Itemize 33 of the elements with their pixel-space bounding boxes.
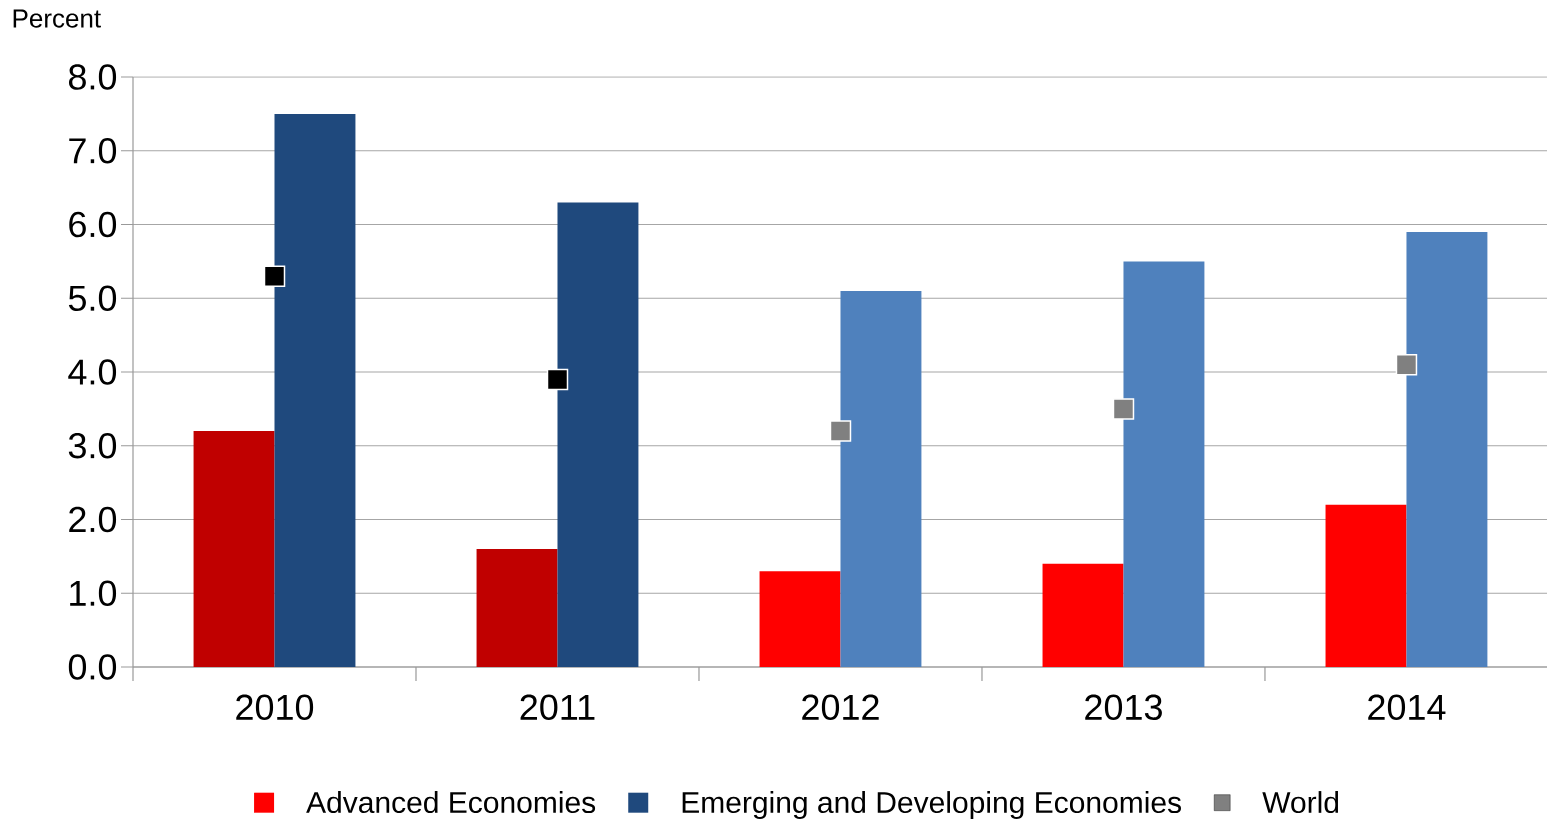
y-tick-label: 2.0 bbox=[69, 506, 117, 533]
y-tick-label: 1.0 bbox=[70, 580, 117, 606]
y-tick-label: 6.0 bbox=[69, 211, 117, 238]
bar bbox=[1042, 563, 1124, 667]
bar bbox=[274, 113, 356, 667]
bar bbox=[476, 549, 558, 667]
x-tick-label: 2010 bbox=[236, 694, 314, 721]
y-axis-title: Percent bbox=[13, 9, 101, 28]
legend-label: Emerging and Developing Economies bbox=[682, 791, 1181, 820]
point bbox=[263, 265, 286, 287]
point bbox=[546, 368, 569, 391]
bar bbox=[557, 202, 639, 667]
bar bbox=[759, 571, 841, 667]
bar bbox=[1325, 504, 1407, 667]
x-tick-label: 2013 bbox=[1085, 694, 1162, 721]
point bbox=[1112, 398, 1135, 420]
bar bbox=[1123, 261, 1205, 667]
bar bbox=[1406, 231, 1488, 667]
x-tick-label: 2012 bbox=[802, 694, 879, 721]
bar bbox=[193, 431, 275, 667]
y-tick-label: 0.0 bbox=[68, 654, 117, 680]
y-tick-label: 4.0 bbox=[68, 359, 117, 385]
point bbox=[1395, 353, 1418, 376]
y-tick-label: 3.0 bbox=[68, 433, 117, 459]
point bbox=[829, 420, 852, 442]
y-tick-label: 7.0 bbox=[69, 138, 117, 164]
y-tick-label: 8.0 bbox=[68, 64, 117, 90]
legend-label: Advanced Economies bbox=[306, 791, 596, 814]
x-tick-label: 2011 bbox=[520, 694, 595, 721]
legend-label: World bbox=[1262, 791, 1339, 814]
x-tick-label: 2014 bbox=[1368, 694, 1446, 721]
bar bbox=[840, 290, 922, 667]
y-tick-label: 5.0 bbox=[68, 285, 117, 311]
